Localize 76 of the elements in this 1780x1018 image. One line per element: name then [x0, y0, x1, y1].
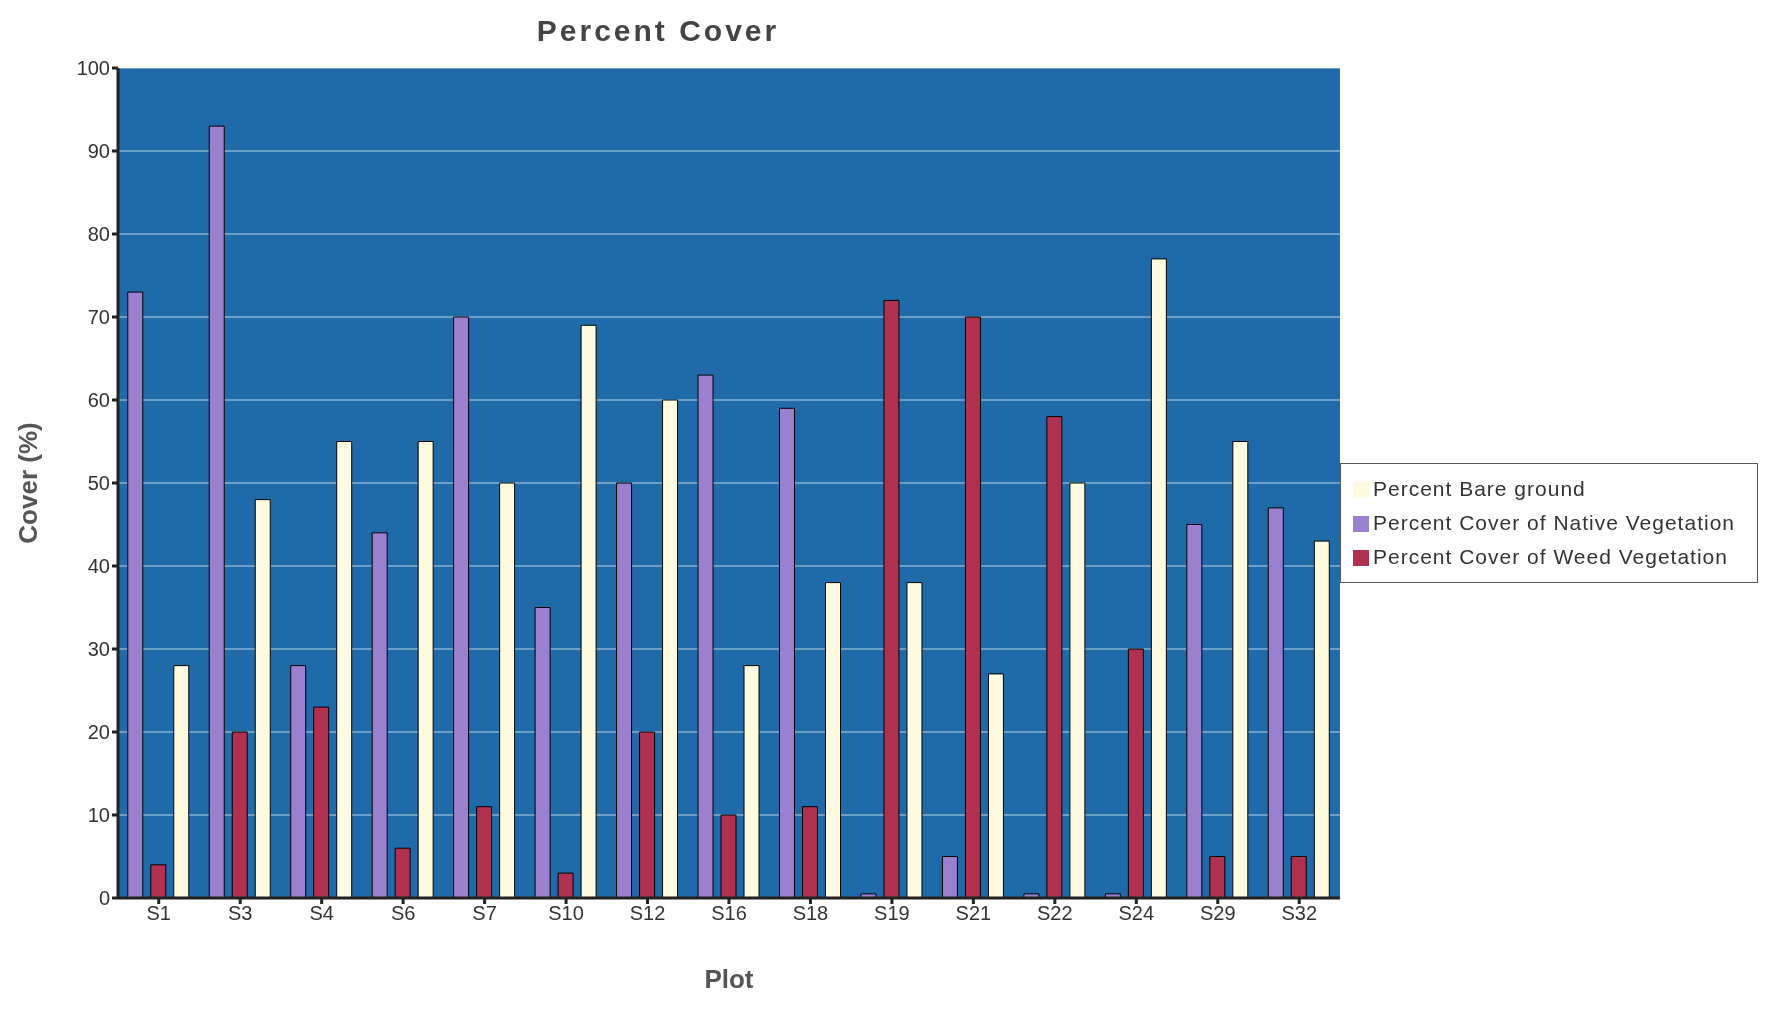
- bar: [150, 864, 167, 898]
- y-tick-label: 10: [87, 804, 110, 827]
- bar: [662, 399, 679, 898]
- bar: [824, 582, 841, 898]
- bar: [778, 407, 795, 898]
- y-tick-label: 0: [98, 887, 110, 910]
- x-tick-label: S3: [227, 902, 253, 925]
- bar: [1023, 893, 1040, 898]
- bar: [639, 731, 656, 898]
- x-tick-label: S7: [472, 902, 497, 925]
- bar: [476, 806, 493, 898]
- bar: [499, 482, 516, 898]
- bar: [290, 665, 307, 898]
- bar: [1209, 856, 1226, 898]
- bar: [860, 893, 877, 898]
- x-tick-label: S19: [874, 902, 910, 925]
- bar: [173, 665, 190, 898]
- x-tick-label: S24: [1118, 902, 1155, 925]
- bar: [1046, 416, 1063, 898]
- bar: [417, 441, 434, 898]
- bar: [616, 482, 633, 898]
- x-tick-label: S22: [1037, 902, 1073, 925]
- bar: [394, 847, 411, 898]
- y-tick-label: 100: [76, 57, 110, 80]
- bar: [1290, 856, 1307, 898]
- x-tick-label: S6: [390, 902, 416, 925]
- x-tick-label: S32: [1281, 902, 1318, 925]
- x-tick-label: S21: [955, 902, 992, 925]
- y-tick-label: 20: [87, 721, 110, 744]
- x-tick-label: S1: [146, 902, 171, 925]
- bar: [720, 814, 737, 898]
- y-tick-label: 60: [87, 389, 110, 412]
- bar: [964, 316, 981, 898]
- bar: [697, 374, 714, 898]
- y-tick-label: 70: [87, 306, 110, 329]
- bar: [453, 316, 470, 898]
- bar: [1127, 648, 1144, 898]
- bar: [1267, 507, 1284, 898]
- legend-label: Percent Cover of Native Vegetation: [1372, 511, 1735, 534]
- bar: [743, 665, 760, 898]
- x-tick-label: S29: [1199, 902, 1236, 925]
- bar: [231, 731, 248, 898]
- bar: [208, 125, 225, 898]
- y-tick-label: 40: [87, 555, 110, 578]
- legend-label: Percent Bare ground: [1372, 477, 1586, 500]
- bar: [1150, 258, 1167, 898]
- bar: [254, 499, 271, 898]
- bar: [127, 291, 144, 898]
- bar: [1232, 441, 1249, 898]
- y-axis-title: Cover (%): [13, 422, 44, 544]
- bar: [1069, 482, 1086, 898]
- y-tick-label: 50: [87, 472, 110, 495]
- y-tick-label: 30: [87, 638, 110, 661]
- bar: [534, 607, 551, 898]
- x-tick-label: S16: [711, 902, 747, 925]
- bar: [313, 706, 330, 898]
- bar: [883, 299, 900, 898]
- y-tick-label: 80: [87, 223, 110, 246]
- x-tick-label: S4: [309, 902, 334, 925]
- y-tick-label: 90: [87, 140, 110, 163]
- legend-label: Percent Cover of Weed Vegetation: [1372, 545, 1728, 568]
- bar: [580, 324, 597, 898]
- bar: [906, 582, 923, 898]
- bar: [801, 806, 818, 898]
- bar: [987, 673, 1004, 898]
- bar: [1186, 524, 1203, 898]
- x-tick-label: S12: [629, 902, 666, 925]
- x-axis-title: Plot: [704, 964, 754, 994]
- bar: [941, 856, 958, 898]
- bar: [371, 532, 388, 898]
- bar: [557, 872, 574, 898]
- bar: [336, 441, 353, 898]
- x-tick-label: S10: [548, 902, 584, 925]
- x-tick-label: S18: [792, 902, 829, 925]
- bar: [1313, 540, 1330, 898]
- chart-title: Percent Cover: [535, 13, 781, 48]
